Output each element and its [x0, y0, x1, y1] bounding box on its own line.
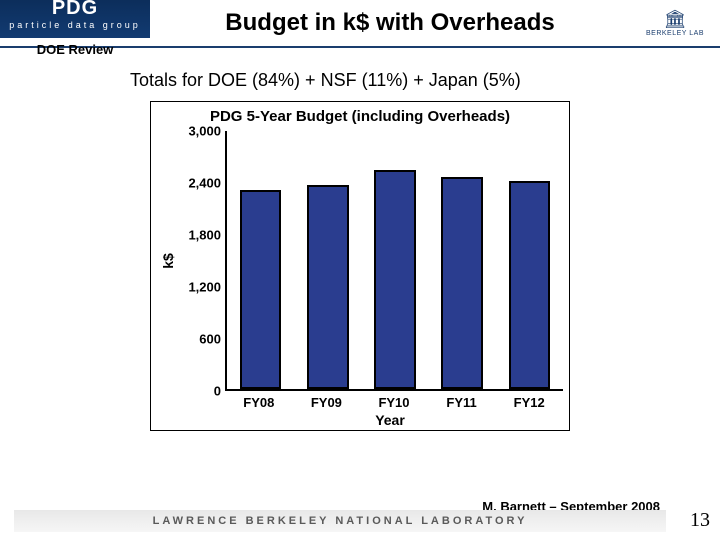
page-number: 13 — [680, 509, 720, 532]
chart-xtick: FY08 — [225, 395, 293, 410]
pdg-logo-subtext: particle data group — [9, 20, 141, 30]
chart-xtick: FY10 — [360, 395, 428, 410]
berkeley-lab-logo: 🏛 BERKELEY LAB — [630, 0, 720, 47]
doe-review-label: DOE Review — [0, 38, 150, 57]
chart-xticks: FY08FY09FY10FY11FY12 — [225, 395, 563, 410]
chart-bar — [374, 170, 416, 389]
chart-title: PDG 5-Year Budget (including Overheads) — [157, 108, 563, 125]
chart-ytick: 1,200 — [188, 280, 221, 295]
chart-xlabel: Year — [217, 412, 563, 428]
chart-ytick: 0 — [214, 384, 221, 399]
chart-ytick: 600 — [199, 332, 221, 347]
slide-header: PDG particle data group DOE Review Budge… — [0, 0, 720, 48]
title-wrap: Budget in k$ with Overheads — [150, 9, 630, 37]
chart-ytick: 3,000 — [188, 124, 221, 139]
chart-bar — [441, 177, 483, 389]
ylabel-wrap: k$ — [157, 131, 179, 391]
subtitle: Totals for DOE (84%) + NSF (11%) + Japan… — [130, 70, 720, 91]
chart-bar — [307, 185, 349, 389]
slide-footer: LAWRENCE BERKELEY NATIONAL LABORATORY 13 — [0, 509, 720, 532]
chart-xtick: FY11 — [428, 395, 496, 410]
chart-ytick: 1,800 — [188, 228, 221, 243]
chart-frame: PDG 5-Year Budget (including Overheads) … — [150, 101, 570, 431]
pdg-logo: PDG particle data group — [0, 0, 150, 38]
chart-ylabel: k$ — [160, 253, 176, 269]
chart-xtick: FY09 — [293, 395, 361, 410]
building-icon: 🏛 — [664, 9, 687, 30]
pdg-logo-text: PDG — [52, 0, 98, 20]
chart-ytick: 2,400 — [188, 176, 221, 191]
chart-plot — [225, 131, 563, 391]
chart-bar — [240, 190, 282, 389]
chart-bar — [509, 181, 551, 389]
berkeley-lab-text: BERKELEY LAB — [646, 30, 704, 37]
header-left: PDG particle data group DOE Review — [0, 0, 150, 57]
slide-title: Budget in k$ with Overheads — [150, 9, 630, 37]
chart-yticks: 06001,2001,8002,4003,000 — [179, 131, 225, 391]
chart-xtick: FY12 — [495, 395, 563, 410]
lbnl-bar: LAWRENCE BERKELEY NATIONAL LABORATORY — [14, 510, 666, 532]
chart-area: k$ 06001,2001,8002,4003,000 — [157, 131, 563, 391]
